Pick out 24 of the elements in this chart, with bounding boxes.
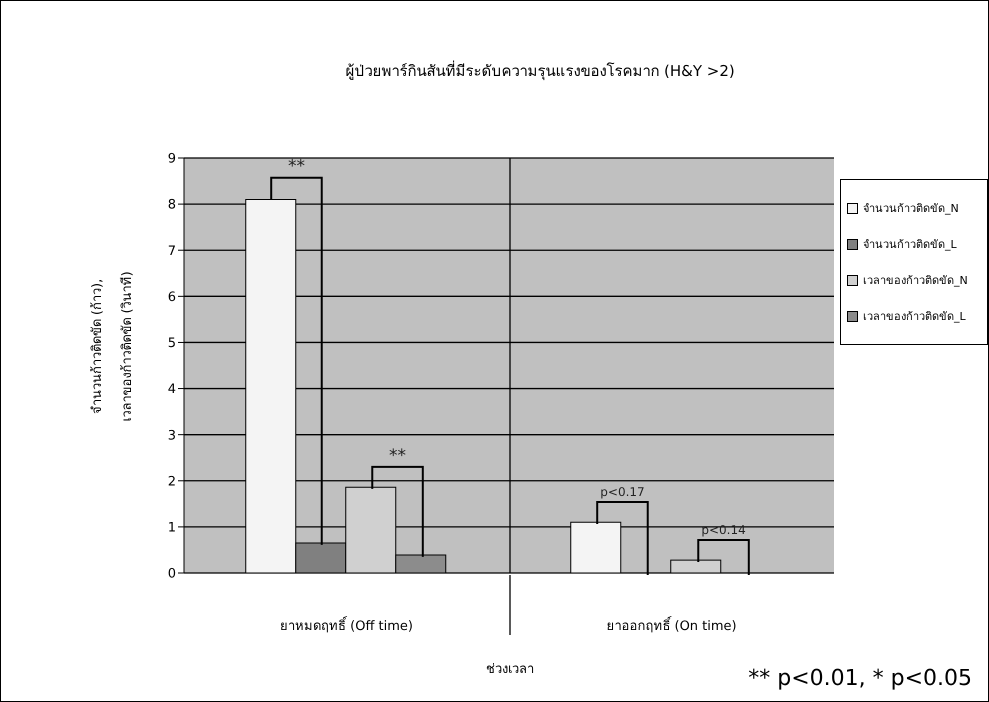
text: ** p<0.01, * p<0.05: [748, 666, 972, 691]
y-axis-title: จำนวนก้าวติดขัด (ก้าว), เวลาของก้าวติดขัด (วินาที): [90, 271, 135, 422]
legend-label: จำนวนก้าวติดขัด_L: [863, 237, 957, 253]
x-tick-label: ยาออกฤทธิ์ (On time): [606, 616, 737, 634]
y-tick-label: 5: [168, 336, 176, 352]
chart-title: ผู้ป่วยพาร์กินสันที่มีระดับความรุนแรงของโรคมาก (H&Y >2): [345, 60, 735, 81]
y-tick-label: 4: [168, 382, 176, 398]
annotation: **: [389, 446, 406, 466]
x-tick-label: ยาหมดฤทธิ์ (Off time): [280, 616, 413, 634]
y-tick-label: 1: [168, 520, 176, 536]
y-tick-label: 9: [168, 152, 176, 167]
annotation: p<0.14: [701, 523, 746, 538]
y-tick-label: 6: [168, 290, 176, 305]
legend-label: จำนวนก้าวติดขัด_N: [863, 201, 959, 217]
y-tick-label: 7: [168, 244, 176, 259]
legend-label: เวลาของก้าวติดขัด_N: [863, 273, 968, 289]
legend-label: เวลาของก้าวติดขัด_L: [863, 309, 966, 325]
annotation: p<0.17: [600, 485, 645, 500]
y-tick-label: 0: [168, 566, 176, 582]
y-tick-label: 2: [168, 474, 176, 490]
x-axis-title: ช่วงเวลา: [486, 662, 534, 677]
y-tick-label: 3: [168, 428, 176, 444]
annotation: **: [288, 156, 305, 177]
y-tick-label: 8: [168, 198, 176, 213]
